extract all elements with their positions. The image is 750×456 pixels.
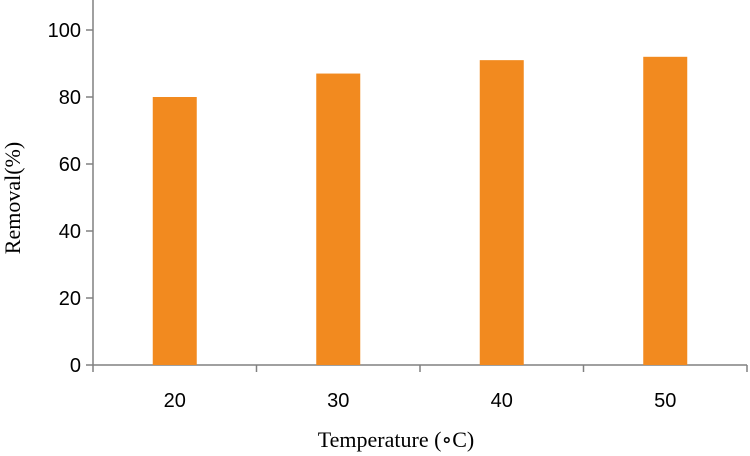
bar-20 (152, 97, 197, 365)
bar-50 (643, 56, 688, 366)
y-tick-label: 100 (48, 20, 81, 42)
x-axis: 20 30 40 50 (92, 364, 748, 412)
bar-30 (316, 73, 361, 366)
x-tick-label: 20 (164, 390, 186, 412)
bars (152, 56, 688, 366)
y-tick-label: 40 (59, 221, 81, 243)
y-tick-label: 20 (59, 288, 81, 310)
y-tick-label: 60 (59, 154, 81, 176)
x-tick-label: 30 (327, 390, 349, 412)
bar-40 (479, 60, 524, 366)
y-tick-label: 80 (59, 87, 81, 109)
x-tick-label: 40 (491, 390, 513, 412)
y-axis: 0 20 40 60 80 100 (48, 0, 94, 377)
x-axis-title: Temperature (∘C) (318, 427, 474, 452)
y-tick-label: 0 (70, 355, 81, 377)
y-axis-title: Removal(%) (0, 142, 25, 254)
x-tick-label: 50 (654, 390, 676, 412)
